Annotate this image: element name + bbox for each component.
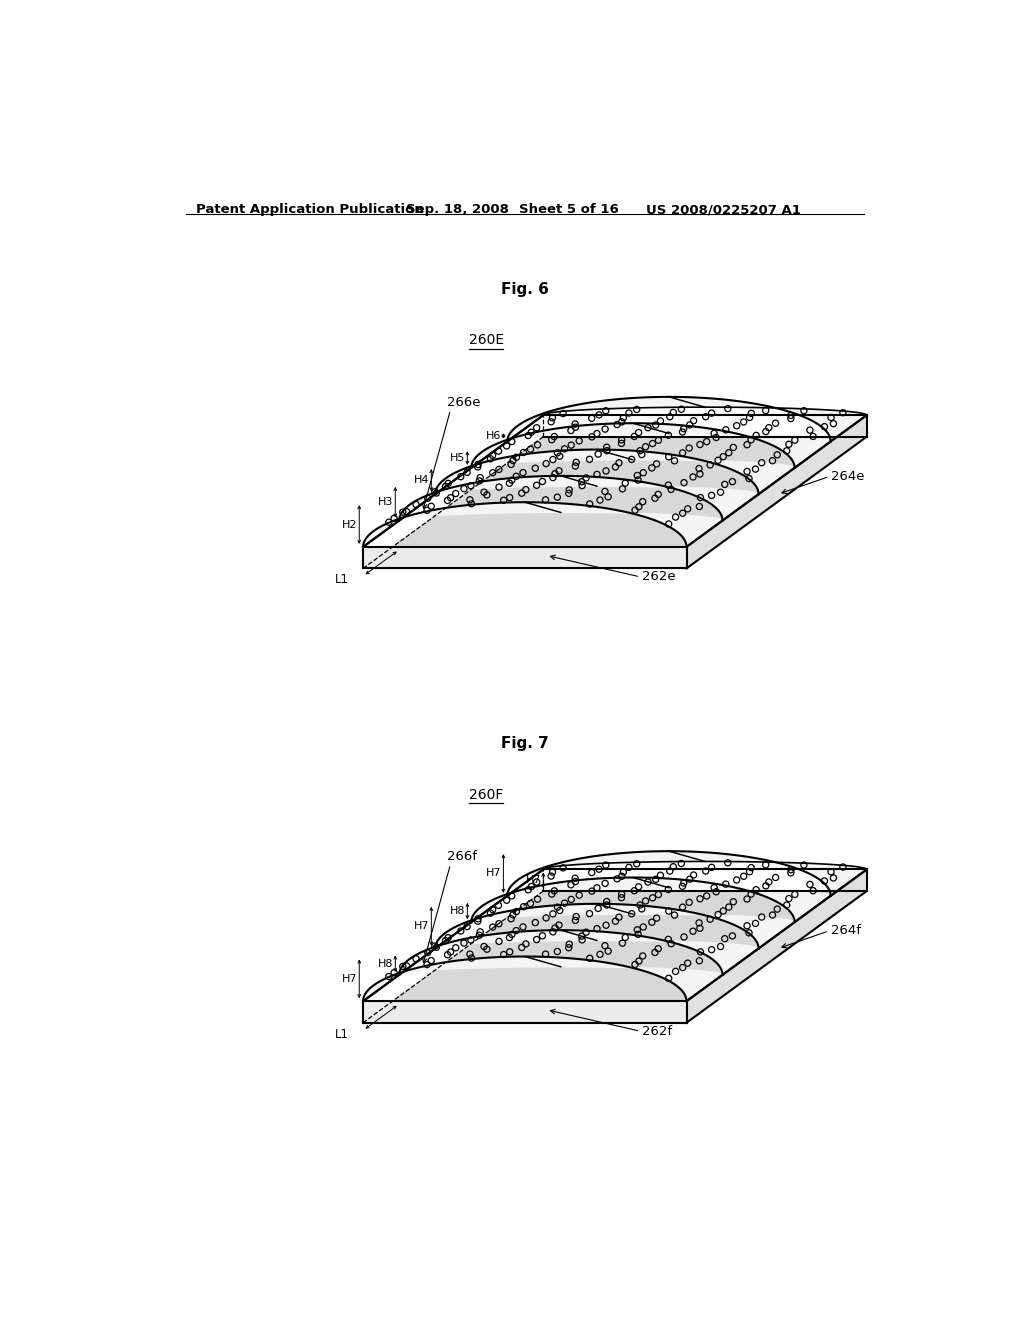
Text: 264f: 264f — [830, 924, 860, 937]
Text: H7: H7 — [525, 875, 541, 886]
Polygon shape — [686, 416, 866, 569]
Text: H7: H7 — [485, 869, 501, 879]
Polygon shape — [435, 904, 795, 949]
Text: 260F: 260F — [469, 788, 504, 801]
Polygon shape — [364, 891, 866, 1023]
Text: H7: H7 — [414, 921, 429, 931]
Text: 262e: 262e — [642, 570, 676, 583]
Polygon shape — [686, 870, 866, 1023]
Text: Patent Application Publication: Patent Application Publication — [196, 203, 424, 216]
Text: 266f: 266f — [446, 850, 476, 863]
Polygon shape — [399, 931, 759, 975]
Text: H8: H8 — [450, 906, 465, 916]
Polygon shape — [471, 424, 830, 467]
Text: H8: H8 — [378, 958, 393, 969]
Text: US 2008/0225207 A1: US 2008/0225207 A1 — [646, 203, 802, 216]
Text: L1: L1 — [335, 1028, 349, 1040]
Text: Sep. 18, 2008: Sep. 18, 2008 — [407, 203, 509, 216]
Polygon shape — [507, 851, 866, 896]
Polygon shape — [364, 437, 866, 569]
Polygon shape — [471, 878, 830, 923]
Polygon shape — [399, 477, 759, 520]
Text: 266e: 266e — [446, 396, 480, 409]
Polygon shape — [364, 957, 723, 1001]
Text: H6: H6 — [485, 430, 501, 441]
Text: 264e: 264e — [830, 470, 864, 483]
Polygon shape — [507, 397, 866, 441]
Text: H4: H4 — [414, 475, 429, 486]
Text: L1: L1 — [335, 573, 349, 586]
Text: H7: H7 — [341, 974, 357, 983]
Polygon shape — [364, 1001, 686, 1023]
Text: Fig. 7: Fig. 7 — [501, 737, 549, 751]
Text: 262f: 262f — [642, 1024, 672, 1038]
Text: 260E: 260E — [469, 334, 504, 347]
Text: H2: H2 — [341, 520, 357, 529]
Polygon shape — [364, 546, 686, 569]
Text: H3: H3 — [378, 498, 393, 507]
Polygon shape — [364, 502, 723, 546]
Text: Sheet 5 of 16: Sheet 5 of 16 — [519, 203, 620, 216]
Text: H5: H5 — [450, 453, 465, 463]
Text: Fig. 6: Fig. 6 — [501, 282, 549, 297]
Polygon shape — [435, 450, 795, 494]
